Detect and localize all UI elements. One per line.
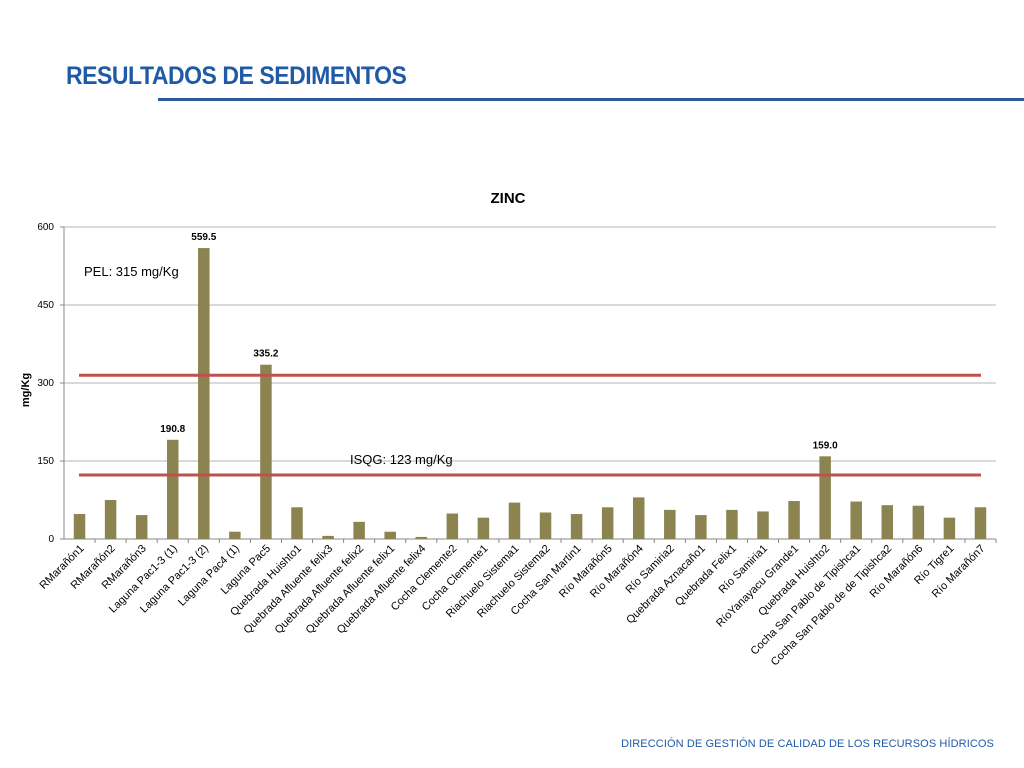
- data-label: 190.8: [160, 424, 185, 435]
- bar-22: [726, 509, 738, 539]
- bar-5: [198, 248, 210, 539]
- bar-27: [881, 505, 894, 539]
- chart-title: ZINC: [491, 190, 526, 207]
- slide-title: RESULTADOS DE SEDIMENTOS: [66, 62, 407, 90]
- bar-9: [322, 535, 334, 539]
- bar-10: [353, 521, 365, 539]
- bar-3: [135, 515, 148, 539]
- data-label: 559.5: [191, 232, 216, 243]
- bar-17: [570, 514, 583, 539]
- bar-18: [601, 507, 614, 539]
- bar-8: [291, 507, 303, 539]
- bar-14: [477, 517, 490, 539]
- zinc-bar-chart: ZINC mg/Kg 0 150 300 450 600 PEL: 315 mg/Kg I…: [20, 190, 997, 668]
- bar-16: [539, 512, 552, 539]
- bar-20: [664, 509, 676, 539]
- bar-2: [104, 500, 117, 539]
- bar-21: [695, 515, 707, 539]
- bar-15: [508, 502, 521, 539]
- y-tick-label: 0: [48, 534, 54, 545]
- threshold-label-pel: PEL: 315 mg/Kg: [84, 264, 179, 279]
- y-tick-label: 450: [37, 300, 54, 311]
- bar-29: [943, 517, 956, 539]
- bar-25: [819, 456, 831, 539]
- bar-24: [788, 501, 800, 539]
- bar-13: [446, 513, 459, 539]
- y-tick-label: 600: [37, 222, 54, 233]
- bar-1: [73, 514, 86, 539]
- bar-11: [384, 531, 396, 539]
- bar-6: [229, 531, 241, 539]
- threshold-label-isqg: ISQG: 123 mg/Kg: [350, 452, 453, 467]
- y-tick-label: 300: [37, 378, 54, 389]
- bar-30: [974, 507, 987, 539]
- title-rule: [158, 98, 1024, 101]
- bar-28: [912, 505, 925, 539]
- data-label: 159.0: [813, 440, 838, 451]
- footer-text: DIRECCIÓN DE GESTIÓN DE CALIDAD DE LOS R…: [621, 738, 994, 750]
- bar-12: [415, 536, 428, 539]
- bar-4: [166, 439, 179, 539]
- bar-7: [260, 364, 272, 539]
- y-axis-label: mg/Kg: [20, 373, 32, 407]
- data-label: 335.2: [253, 349, 278, 360]
- bar-23: [757, 511, 769, 539]
- y-tick-label: 150: [37, 456, 54, 467]
- bar-19: [632, 497, 645, 539]
- bar-26: [850, 501, 862, 539]
